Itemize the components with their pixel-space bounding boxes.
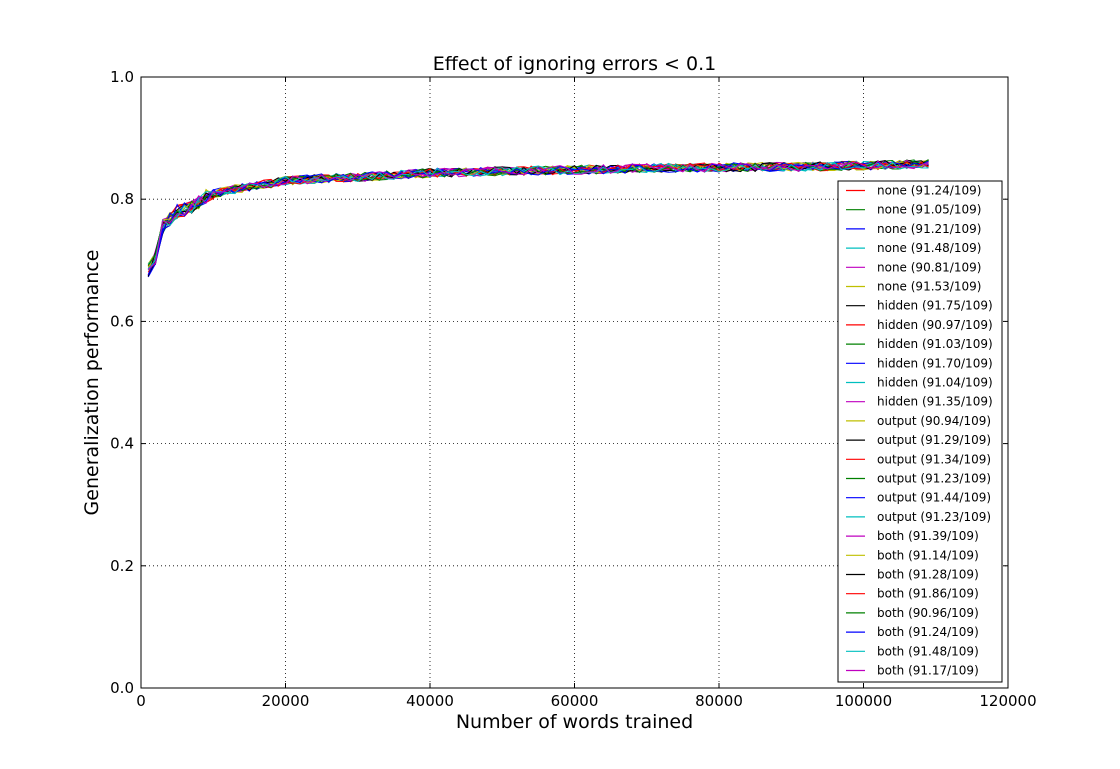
x-tick-label: 20000 bbox=[262, 692, 310, 710]
legend-label: hidden (91.03/109) bbox=[877, 337, 993, 351]
legend-label: hidden (90.97/109) bbox=[877, 318, 993, 332]
axis-ticks: 0 20000 40000 60000 80000 100000 120000 0.0 0.2 0… bbox=[110, 68, 1036, 710]
series-line bbox=[147, 161, 929, 271]
x-tick-label: 40000 bbox=[406, 692, 454, 710]
legend-label: both (90.96/109) bbox=[877, 606, 979, 620]
legend-label: hidden (91.75/109) bbox=[877, 299, 993, 313]
legend-label: both (91.48/109) bbox=[877, 644, 979, 658]
legend-label: output (91.34/109) bbox=[877, 452, 991, 466]
y-tick-label: 1.0 bbox=[110, 68, 134, 86]
series-line bbox=[147, 160, 929, 270]
legend-label: hidden (91.04/109) bbox=[877, 376, 993, 390]
legend-label: none (91.21/109) bbox=[877, 222, 981, 236]
legend-label: both (91.14/109) bbox=[877, 548, 979, 562]
legend-label: none (91.24/109) bbox=[877, 184, 981, 198]
legend-label: output (91.23/109) bbox=[877, 472, 991, 486]
y-tick-label: 0.8 bbox=[110, 190, 134, 208]
y-tick-label: 0.0 bbox=[110, 679, 134, 697]
legend-label: output (91.23/109) bbox=[877, 510, 991, 524]
legend-label: none (91.48/109) bbox=[877, 241, 981, 255]
y-axis-title: Generalization performance bbox=[81, 250, 103, 516]
chart-title: Effect of ignoring errors < 0.1 bbox=[433, 53, 716, 75]
grid-lines bbox=[141, 77, 1008, 688]
legend-label: both (91.17/109) bbox=[877, 664, 979, 678]
legend-label: output (91.29/109) bbox=[877, 433, 991, 447]
legend-label: output (91.44/109) bbox=[877, 491, 991, 505]
x-tick-label: 80000 bbox=[695, 692, 743, 710]
x-tick-label: 100000 bbox=[835, 692, 892, 710]
x-tick-label: 120000 bbox=[979, 692, 1036, 710]
legend-label: output (90.94/109) bbox=[877, 414, 991, 428]
series-lines bbox=[147, 159, 929, 278]
y-tick-label: 0.6 bbox=[110, 312, 134, 330]
legend-label: hidden (91.35/109) bbox=[877, 395, 993, 409]
legend-label: both (91.39/109) bbox=[877, 529, 979, 543]
legend-label: none (91.05/109) bbox=[877, 203, 981, 217]
series-line bbox=[147, 160, 929, 275]
legend-label: both (91.24/109) bbox=[877, 625, 979, 639]
legend-label: none (91.53/109) bbox=[877, 280, 981, 294]
legend-label: both (91.86/109) bbox=[877, 587, 979, 601]
y-tick-label: 0.2 bbox=[110, 557, 134, 575]
legend-label: none (90.81/109) bbox=[877, 260, 981, 274]
x-tick-label: 60000 bbox=[551, 692, 599, 710]
legend-label: hidden (91.70/109) bbox=[877, 356, 993, 370]
legend-box bbox=[837, 180, 1003, 683]
x-tick-label: 0 bbox=[136, 692, 146, 710]
legend: none (91.24/109) none (91.05/109) none (91… bbox=[837, 180, 1003, 683]
x-axis-title: Number of words trained bbox=[456, 711, 693, 733]
legend-label: both (91.28/109) bbox=[877, 568, 979, 582]
series-line bbox=[147, 160, 929, 278]
y-tick-label: 0.4 bbox=[110, 435, 134, 453]
series-line bbox=[147, 159, 929, 268]
